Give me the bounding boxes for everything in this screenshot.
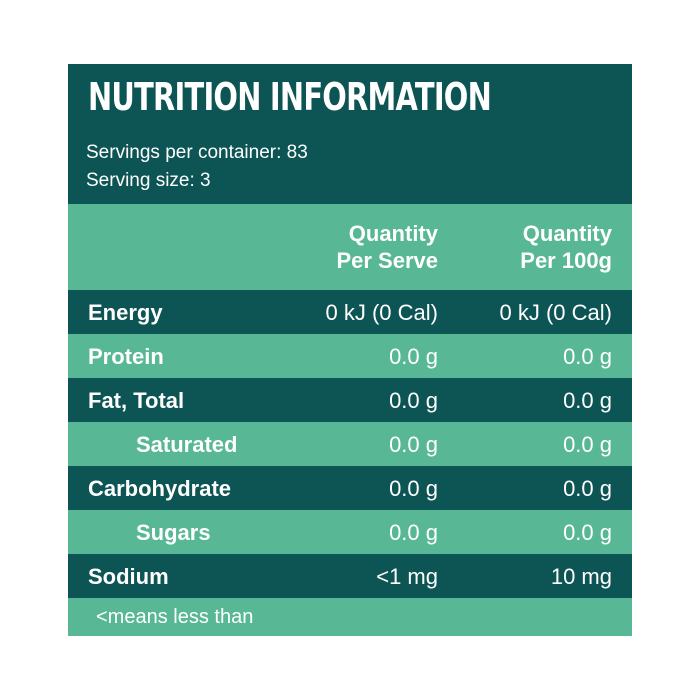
row-value-per-serve: 0.0 g bbox=[389, 432, 438, 457]
servings-per-container: Servings per container: 83 bbox=[86, 142, 308, 163]
row-label: Sodium bbox=[88, 564, 169, 589]
row-label: Protein bbox=[88, 344, 164, 369]
footnote-text: <means less than bbox=[96, 606, 254, 628]
row-value-per-serve: 0.0 g bbox=[389, 388, 438, 413]
table-row-sugars: Sugars 0.0 g 0.0 g bbox=[68, 510, 632, 554]
footnote: <means less than bbox=[68, 598, 632, 636]
row-label: Fat, Total bbox=[88, 388, 185, 413]
panel-title: NUTRITION INFORMATION bbox=[88, 75, 492, 119]
row-label: Saturated bbox=[136, 432, 238, 457]
table-row-carbohydrate: Carbohydrate 0.0 g 0.0 g bbox=[68, 466, 632, 510]
row-value-per-serve: <1 mg bbox=[376, 564, 438, 589]
serving-size: Serving size: 3 bbox=[86, 170, 211, 191]
row-value-per-serve: 0 kJ (0 Cal) bbox=[325, 300, 438, 325]
row-value-per-100g: 0.0 g bbox=[563, 388, 612, 413]
row-value-per-100g: 0.0 g bbox=[563, 520, 612, 545]
row-value-per-100g: 10 mg bbox=[550, 564, 612, 589]
column-header-per-100g-line2: Per 100g bbox=[520, 248, 612, 273]
column-header-per-serve: Quantity Per Serve bbox=[336, 220, 438, 274]
column-header-per-serve-line1: Quantity bbox=[348, 221, 438, 246]
column-headers: Quantity Per Serve Quantity Per 100g bbox=[68, 204, 632, 290]
row-value-per-serve: 0.0 g bbox=[389, 520, 438, 545]
row-label: Sugars bbox=[136, 520, 211, 545]
row-value-per-serve: 0.0 g bbox=[389, 476, 438, 501]
row-value-per-serve: 0.0 g bbox=[389, 344, 438, 369]
panel-header: NUTRITION INFORMATION Servings per conta… bbox=[68, 64, 632, 204]
row-label: Carbohydrate bbox=[88, 476, 232, 501]
column-header-per-100g-line1: Quantity bbox=[522, 221, 612, 246]
nutrient-table: Energy 0 kJ (0 Cal) 0 kJ (0 Cal) Protein… bbox=[68, 290, 632, 598]
table-row-fat-total: Fat, Total 0.0 g 0.0 g bbox=[68, 378, 632, 422]
row-value-per-100g: 0 kJ (0 Cal) bbox=[499, 300, 612, 325]
column-header-per-100g: Quantity Per 100g bbox=[520, 220, 612, 274]
row-label: Energy bbox=[88, 300, 163, 325]
column-header-per-serve-line2: Per Serve bbox=[336, 248, 438, 273]
table-row-saturated: Saturated 0.0 g 0.0 g bbox=[68, 422, 632, 466]
table-row-sodium: Sodium <1 mg 10 mg bbox=[68, 554, 632, 598]
table-row-protein: Protein 0.0 g 0.0 g bbox=[68, 334, 632, 378]
row-value-per-100g: 0.0 g bbox=[563, 476, 612, 501]
row-value-per-100g: 0.0 g bbox=[563, 344, 612, 369]
table-row-energy: Energy 0 kJ (0 Cal) 0 kJ (0 Cal) bbox=[68, 290, 632, 334]
row-value-per-100g: 0.0 g bbox=[563, 432, 612, 457]
nutrition-panel: NUTRITION INFORMATION Servings per conta… bbox=[68, 64, 632, 636]
